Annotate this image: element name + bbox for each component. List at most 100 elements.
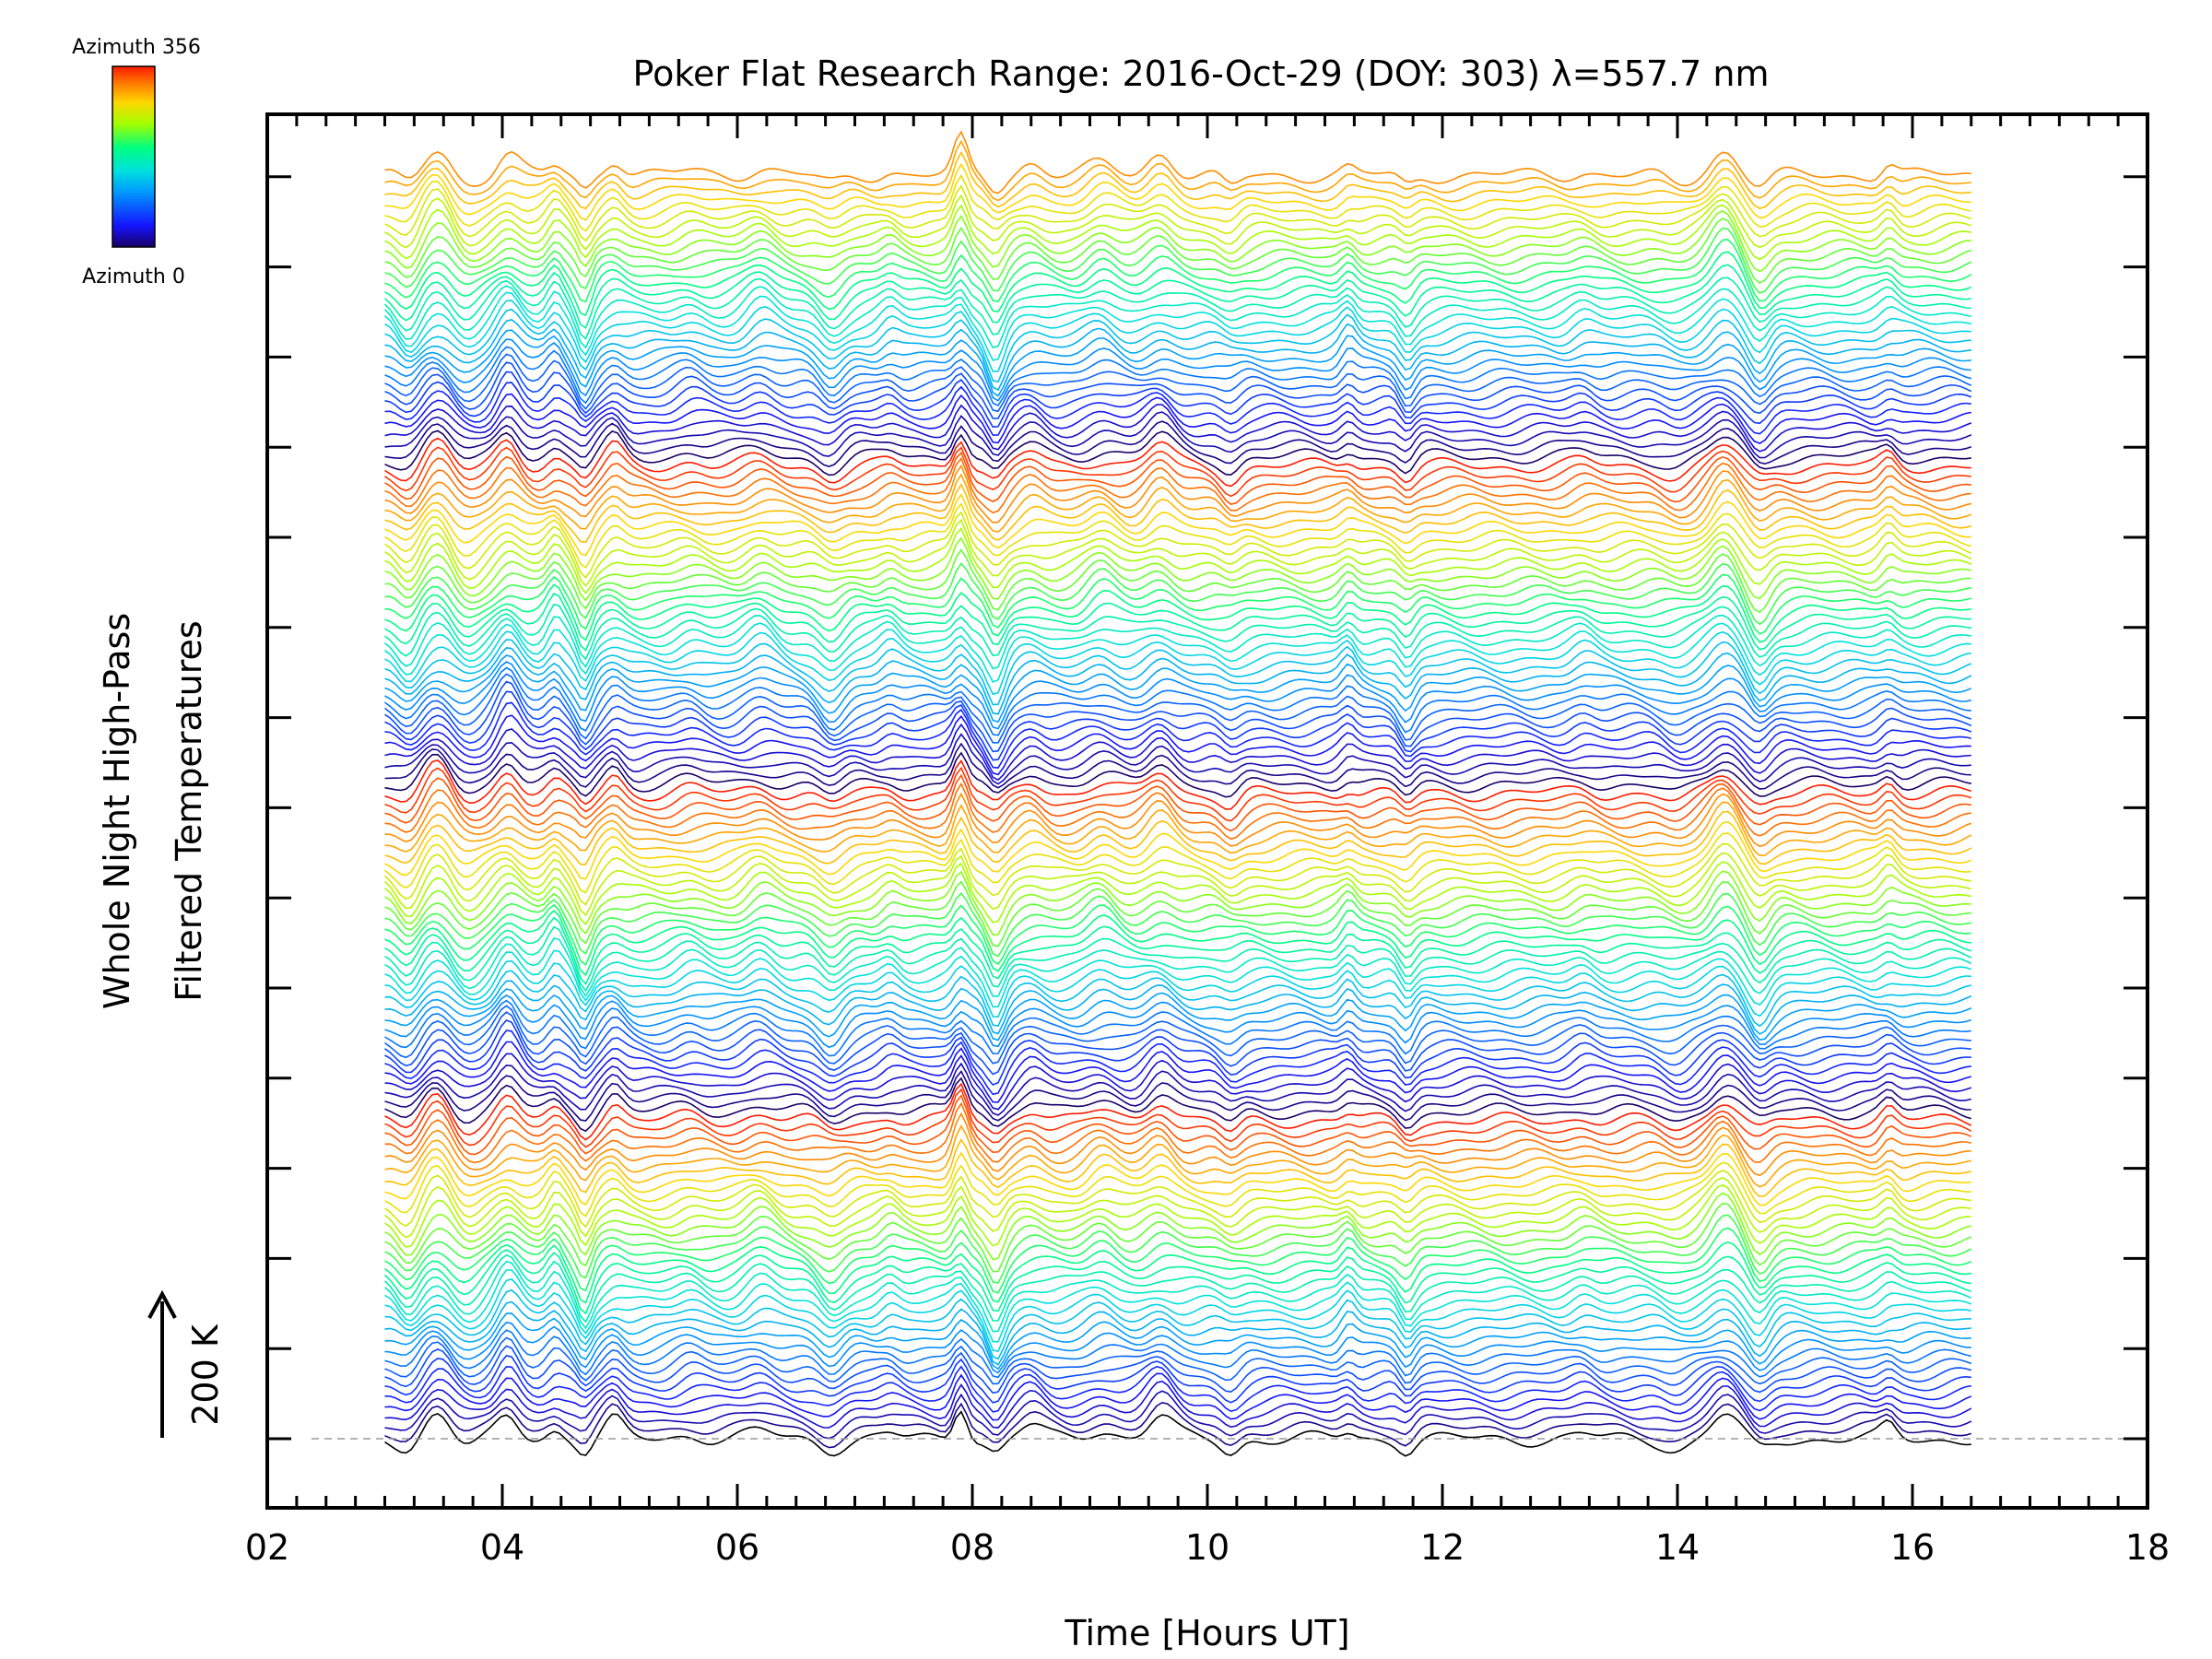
series-trace bbox=[383, 614, 1971, 670]
series-trace bbox=[384, 209, 1971, 273]
series-trace bbox=[384, 511, 1972, 579]
series-trace bbox=[384, 1041, 1972, 1103]
series-trace bbox=[383, 1260, 1972, 1333]
series-trace bbox=[384, 903, 1971, 966]
series-trace bbox=[384, 1053, 1972, 1111]
series-trace bbox=[383, 264, 1971, 330]
series-trace bbox=[384, 1355, 1971, 1404]
series-trace bbox=[384, 759, 1972, 810]
series-trace bbox=[384, 239, 1972, 303]
series-trace bbox=[384, 300, 1971, 372]
series-trace bbox=[384, 1192, 1971, 1261]
series-trace bbox=[384, 654, 1972, 724]
series-trace bbox=[384, 1278, 1971, 1352]
series-trace bbox=[384, 714, 1971, 776]
series-trace bbox=[384, 1390, 1972, 1440]
series-trace bbox=[384, 959, 1971, 1018]
x-axis-label: Time [Hours UT] bbox=[1064, 1613, 1349, 1653]
series-trace bbox=[384, 1241, 1971, 1304]
series-trace bbox=[384, 820, 1972, 880]
series-trace bbox=[384, 548, 1971, 614]
series-trace bbox=[384, 420, 1972, 467]
x-axis-ticks bbox=[265, 114, 2149, 1508]
series-trace bbox=[383, 285, 1971, 349]
series-trace bbox=[384, 1202, 1972, 1273]
series-trace bbox=[384, 173, 1971, 232]
series-trace bbox=[384, 464, 1972, 524]
series-trace bbox=[384, 404, 1972, 453]
series-trace bbox=[384, 690, 1972, 761]
series-trace bbox=[384, 483, 1972, 544]
series-trace bbox=[384, 150, 1971, 210]
series-trace bbox=[384, 773, 1971, 832]
series-trace bbox=[384, 1088, 1972, 1148]
x-tick-label: 16 bbox=[1890, 1527, 1935, 1568]
series-trace bbox=[384, 870, 1971, 936]
series-trace bbox=[384, 1269, 1972, 1343]
series-trace bbox=[384, 622, 1971, 683]
series-trace bbox=[384, 1365, 1971, 1413]
series-trace bbox=[384, 1094, 1972, 1156]
series-trace bbox=[384, 502, 1971, 569]
series-trace bbox=[384, 1124, 1971, 1188]
series-trace bbox=[384, 661, 1971, 730]
series-trace bbox=[384, 1101, 1971, 1164]
series-trace bbox=[384, 1176, 1971, 1239]
series-trace bbox=[384, 782, 1971, 841]
series-trace bbox=[384, 630, 1971, 696]
x-tick-label: 02 bbox=[245, 1527, 289, 1568]
series-trace bbox=[384, 1137, 1971, 1198]
series-trace bbox=[384, 1070, 1971, 1122]
series-trace bbox=[384, 639, 1972, 706]
series-trace bbox=[384, 1288, 1971, 1360]
series-trace bbox=[384, 319, 1971, 392]
series-trace bbox=[384, 1082, 1972, 1141]
series-trace bbox=[384, 1329, 1971, 1379]
series-trace bbox=[384, 573, 1971, 635]
series-trace bbox=[384, 162, 1971, 221]
series-trace bbox=[383, 1253, 1972, 1324]
series-trace bbox=[384, 1151, 1971, 1206]
series-trace bbox=[384, 1345, 1972, 1394]
series-trace bbox=[384, 562, 1971, 626]
series-trace bbox=[384, 429, 1971, 477]
series-trace bbox=[384, 308, 1971, 383]
series-trace bbox=[384, 949, 1972, 1008]
series-trace bbox=[384, 1183, 1971, 1248]
series-trace bbox=[383, 852, 1971, 916]
series-trace bbox=[384, 473, 1972, 533]
series-trace bbox=[384, 1380, 1972, 1429]
series-trace bbox=[384, 338, 1971, 402]
series-trace bbox=[384, 361, 1972, 419]
series-trace bbox=[384, 456, 1971, 514]
series-trace bbox=[384, 184, 1972, 242]
x-tick-label: 10 bbox=[1185, 1527, 1230, 1568]
colorbar: Azimuth 356 Azimuth 0 bbox=[72, 36, 201, 288]
series-trace bbox=[384, 139, 1971, 202]
series-trace bbox=[384, 1300, 1971, 1366]
series-trace bbox=[384, 936, 1972, 997]
series-trace bbox=[384, 446, 1971, 498]
series-trace bbox=[383, 842, 1971, 906]
trace-group bbox=[383, 130, 1972, 1457]
series-trace bbox=[384, 536, 1971, 602]
series-trace bbox=[384, 451, 1971, 505]
series-trace bbox=[384, 592, 1971, 652]
series-trace bbox=[384, 801, 1972, 857]
series-trace bbox=[384, 1227, 1972, 1294]
series-trace bbox=[384, 526, 1972, 594]
scale-bar: 200 K bbox=[147, 1289, 226, 1438]
series-trace bbox=[384, 329, 1971, 397]
y-axis-label-line2: Filtered Temperatures bbox=[169, 620, 209, 1001]
x-tick-label: 12 bbox=[1420, 1527, 1465, 1568]
series-trace bbox=[384, 925, 1972, 993]
series-trace bbox=[383, 291, 1971, 361]
series-trace bbox=[384, 810, 1972, 865]
series-trace bbox=[384, 194, 1972, 251]
series-trace bbox=[384, 970, 1971, 1028]
series-trace bbox=[384, 1062, 1971, 1116]
series-trace bbox=[384, 1030, 1971, 1096]
series-trace bbox=[384, 733, 1971, 785]
series-trace bbox=[384, 1312, 1971, 1371]
